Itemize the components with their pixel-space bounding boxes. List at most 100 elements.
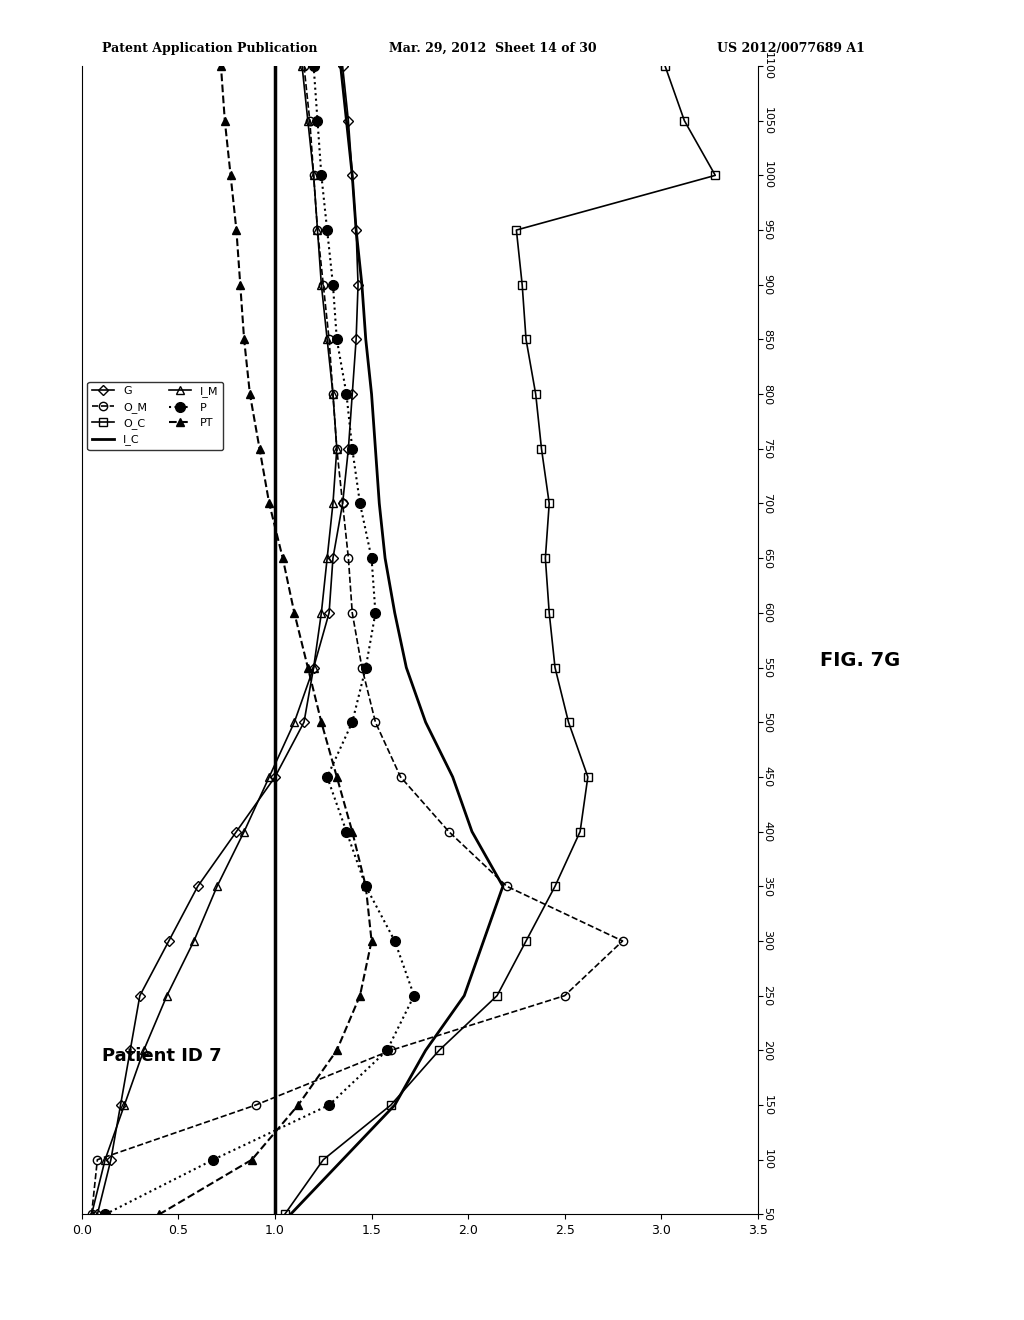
PT — [359, 878, 372, 894]
O_C — [543, 495, 555, 511]
G — [230, 824, 243, 840]
O_C — [574, 824, 587, 840]
I_C — [285, 1206, 297, 1222]
P — [340, 387, 352, 403]
O_C — [510, 222, 522, 238]
P — [366, 550, 378, 566]
I_C — [335, 58, 347, 74]
PT — [234, 277, 247, 293]
I_C — [400, 660, 413, 676]
G — [115, 1097, 127, 1113]
G — [191, 878, 204, 894]
O_C — [520, 331, 532, 347]
G — [350, 222, 362, 238]
PT — [244, 387, 256, 403]
PT — [238, 331, 250, 347]
G — [91, 1206, 103, 1222]
Line: O_C: O_C — [281, 62, 720, 1218]
P — [321, 770, 333, 785]
I_C — [477, 933, 489, 949]
I_C — [359, 331, 372, 347]
I_M — [331, 441, 343, 457]
I_C — [370, 441, 382, 457]
I_C — [350, 222, 362, 238]
O_C — [582, 770, 594, 785]
G — [269, 770, 282, 785]
I_C — [379, 550, 391, 566]
G — [346, 387, 358, 403]
I_C — [420, 714, 432, 730]
PT — [366, 933, 378, 949]
O_M — [307, 168, 319, 183]
G — [337, 495, 349, 511]
O_M — [558, 987, 570, 1003]
O_C — [549, 878, 561, 894]
I_C — [388, 1097, 400, 1113]
I_M — [85, 1206, 97, 1222]
I_M — [118, 1097, 130, 1113]
P — [354, 495, 367, 511]
G — [134, 987, 146, 1003]
P — [346, 714, 358, 730]
I_C — [337, 1152, 349, 1168]
P — [207, 1152, 219, 1168]
O_M — [346, 605, 358, 620]
O_M — [442, 824, 455, 840]
O_C — [490, 987, 503, 1003]
G — [352, 277, 365, 293]
P — [321, 222, 333, 238]
P — [340, 824, 352, 840]
I_M — [327, 495, 339, 511]
O_M — [323, 331, 335, 347]
O_C — [678, 112, 690, 128]
O_C — [433, 1043, 445, 1059]
O_M — [337, 495, 349, 511]
O_M — [342, 550, 354, 566]
Text: FIG. 7G: FIG. 7G — [820, 651, 900, 669]
PT — [346, 824, 358, 840]
I_C — [446, 770, 459, 785]
O_C — [536, 441, 548, 457]
G — [342, 112, 354, 128]
P — [311, 112, 324, 128]
I_C — [366, 387, 378, 403]
I_M — [321, 331, 333, 347]
O_M — [331, 441, 343, 457]
P — [359, 660, 372, 676]
O_C — [540, 550, 552, 566]
I_M — [137, 1043, 150, 1059]
I_M — [161, 987, 173, 1003]
O_C — [385, 1097, 397, 1113]
G — [327, 550, 339, 566]
I_M — [315, 277, 328, 293]
I_M — [307, 168, 319, 183]
Legend: G, O_M, O_C, I_C, I_M, P, PT: G, O_M, O_C, I_C, I_M, P, PT — [87, 381, 223, 450]
O_M — [501, 878, 513, 894]
Line: G: G — [94, 62, 361, 1218]
O_M — [394, 770, 407, 785]
O_M — [616, 933, 629, 949]
O_C — [520, 933, 532, 949]
O_M — [85, 1206, 97, 1222]
P — [346, 441, 358, 457]
I_C — [373, 495, 385, 511]
I_M — [315, 605, 328, 620]
I_M — [288, 714, 300, 730]
P — [370, 605, 382, 620]
P — [315, 168, 328, 183]
O_M — [355, 660, 368, 676]
O_M — [304, 112, 316, 128]
PT — [354, 987, 367, 1003]
PT — [230, 222, 243, 238]
O_M — [385, 1043, 397, 1059]
PT — [215, 58, 227, 74]
PT — [246, 1152, 258, 1168]
O_M — [327, 387, 339, 403]
O_C — [562, 714, 574, 730]
Text: Patient ID 7: Patient ID 7 — [102, 1047, 222, 1065]
O_C — [279, 1206, 291, 1222]
O_M — [298, 58, 310, 74]
O_C — [658, 58, 671, 74]
O_C — [529, 387, 542, 403]
O_C — [549, 660, 561, 676]
